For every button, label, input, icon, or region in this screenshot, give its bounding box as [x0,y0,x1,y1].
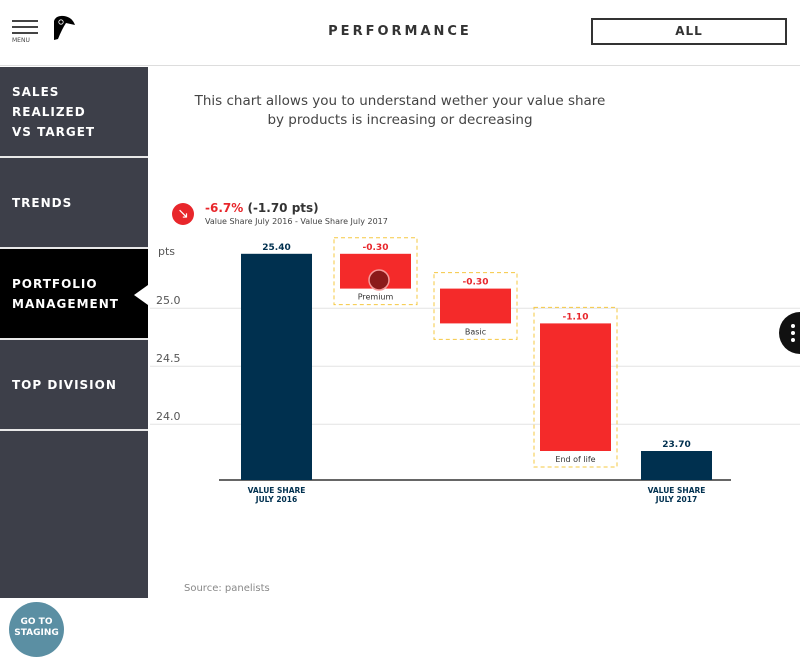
menu-button[interactable]: MENU [12,20,38,44]
sidebar-item-trends[interactable]: TRENDS [0,158,148,249]
sidebar-item-top-division[interactable]: TOP DIVISION [0,340,148,431]
sidebar-item-portfolio-management[interactable]: PORTFOLIO MANAGEMENT [0,249,148,340]
description-line: This chart allows you to understand weth… [194,93,606,109]
sidebar-item-label: SALES REALIZED [12,84,86,119]
hamburger-icon [12,20,38,22]
summary-pct: -6.7% [205,201,244,215]
toucan-logo [54,15,75,40]
sidebar: SALES REALIZED VS TARGET TRENDS PORTFOLIO MA… [0,67,148,657]
page-title: PERFORMANCE [328,24,472,39]
source-note: Source: panelists [184,583,270,594]
filter-dropdown[interactable]: ALL [591,18,787,45]
summary-subtitle: Value Share July 2016 - Value Share July… [205,217,388,226]
sidebar-item-label: MANAGEMENT [12,296,119,311]
chart-description: This chart allows you to understand weth… [150,92,650,130]
main-panel [148,67,800,598]
sidebar-item-label: TRENDS [12,195,73,210]
description-line: by products is increasing or decreasing [267,112,533,128]
staging-label-line: STAGING [14,628,59,638]
sidebar-item-sales-realized-vs-target[interactable]: SALES REALIZED VS TARGET [0,67,148,158]
summary-pts: (-1.70 pts) [247,201,319,215]
sidebar-item-label: PORTFOLIO [12,276,98,291]
header: MENU PERFORMANCE ALL [0,0,800,66]
menu-label: MENU [12,37,30,44]
arrow-down-right-icon: ↘ [172,203,194,225]
sidebar-item-label: TOP DIVISION [12,377,117,392]
summary-values: -6.7% (-1.70 pts) [205,201,319,215]
sidebar-item-label: VS TARGET [12,124,96,139]
staging-label-line: GO TO [20,617,53,627]
go-to-staging-button[interactable]: GO TO STAGING [9,602,64,657]
more-options-button[interactable] [779,312,800,354]
